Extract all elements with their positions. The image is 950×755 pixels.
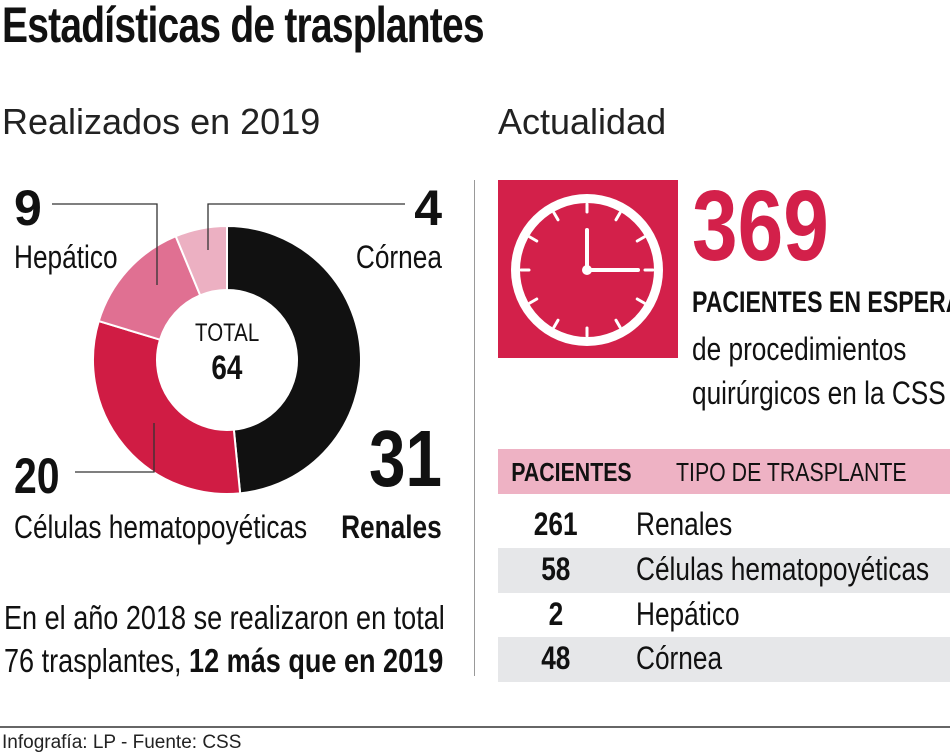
leader-line-celulas bbox=[75, 423, 155, 473]
category-label-cornea: Córnea bbox=[337, 240, 442, 275]
label-text: PACIENTES EN ESPERA bbox=[692, 286, 950, 319]
clock-icon bbox=[511, 194, 663, 346]
category-label-celulas: Células hematopoyéticas bbox=[14, 510, 372, 545]
cell-pacientes: 261 bbox=[533, 506, 578, 542]
val-text: 20 bbox=[14, 448, 60, 504]
leader-line-hepatico bbox=[52, 203, 158, 285]
donut-slice-cornea bbox=[174, 224, 228, 297]
cell-tipo: Células hematopoyéticas bbox=[636, 551, 930, 587]
desc-text: quirúrgicos en la CSS bbox=[692, 375, 946, 411]
val-text: 31 bbox=[369, 414, 442, 503]
value-label-celulas: 20 bbox=[14, 449, 70, 503]
total-label: TOTAL bbox=[187, 320, 267, 347]
cell-tipo: Hepático bbox=[636, 596, 740, 632]
cat-text: Renales bbox=[341, 509, 442, 545]
note-bold: 12 más que en 2019 bbox=[189, 642, 444, 679]
value-label-cornea: 4 bbox=[414, 180, 442, 236]
left-subtitle: Realizados en 2019 bbox=[2, 101, 321, 142]
note-line1: En el año 2018 se realizaron en total bbox=[4, 600, 542, 636]
title-text: Estadísticas de trasplantes bbox=[2, 0, 485, 53]
cat-text: Hepático bbox=[14, 239, 118, 275]
category-label-hepatico: Hepático bbox=[14, 240, 140, 275]
cell-tipo: Córnea bbox=[636, 640, 723, 676]
cell-pacientes: 58 bbox=[540, 551, 571, 587]
waiting-label: PACIENTES EN ESPERA bbox=[692, 286, 950, 319]
header-pacientes: PACIENTES bbox=[511, 457, 632, 487]
value-label-hepatico: 9 bbox=[14, 180, 42, 236]
cell-pacientes: 2 bbox=[548, 596, 563, 632]
footer-credit: Infografía: LP - Fuente: CSS bbox=[2, 732, 242, 753]
cell-pacientes: 48 bbox=[540, 640, 571, 676]
note-line2: 76 trasplantes, 12 más que en 2019 bbox=[4, 643, 540, 679]
waiting-count: 369 bbox=[692, 172, 859, 280]
waiting-desc-1: de procedimientos bbox=[692, 332, 950, 367]
clock-tick bbox=[528, 297, 539, 305]
waiting-desc-2: quirúrgicos en la CSS bbox=[692, 376, 950, 411]
divider bbox=[474, 180, 475, 676]
clock-tick bbox=[614, 211, 622, 222]
value-label-renales: 31 bbox=[353, 414, 442, 503]
table-header: PACIENTES TIPO DE TRASPLANTE bbox=[498, 449, 950, 494]
table-row: 58 Células hematopoyéticas bbox=[498, 548, 950, 593]
total-value-text: 64 bbox=[211, 349, 243, 387]
donut-slice-renales bbox=[226, 224, 362, 495]
clock-tick bbox=[614, 318, 622, 329]
page-title: Estadísticas de trasplantes bbox=[2, 0, 620, 52]
desc-text: de procedimientos bbox=[692, 331, 907, 367]
donut-chart bbox=[52, 203, 405, 495]
total-label-text: TOTAL bbox=[194, 319, 260, 347]
category-label-renales: Renales bbox=[319, 510, 442, 545]
note-text: En el año 2018 se realizaron en total bbox=[4, 599, 445, 636]
footer-rule bbox=[0, 726, 950, 728]
clock-tick bbox=[552, 318, 560, 329]
clock-tick bbox=[552, 211, 560, 222]
table-row: 48 Córnea bbox=[498, 637, 950, 682]
clock-tick bbox=[528, 235, 539, 243]
cat-text: Córnea bbox=[355, 239, 442, 275]
cell-tipo: Renales bbox=[636, 506, 733, 542]
count-text: 369 bbox=[692, 170, 829, 282]
leader-line-cornea bbox=[207, 203, 405, 250]
clock-box bbox=[498, 180, 678, 358]
note-regular: 76 trasplantes, bbox=[4, 642, 190, 679]
clock-tick bbox=[635, 297, 646, 305]
donut-slice-celulas bbox=[92, 319, 242, 495]
cat-text: Células hematopoyéticas bbox=[14, 509, 308, 545]
table-row: 261 Renales bbox=[498, 503, 950, 548]
table-row: 2 Hepático bbox=[498, 593, 950, 638]
header-tipo: TIPO DE TRASPLANTE bbox=[676, 457, 907, 487]
total-value: 64 bbox=[187, 350, 267, 387]
clock-tick bbox=[635, 235, 646, 243]
right-subtitle: Actualidad bbox=[498, 101, 667, 142]
